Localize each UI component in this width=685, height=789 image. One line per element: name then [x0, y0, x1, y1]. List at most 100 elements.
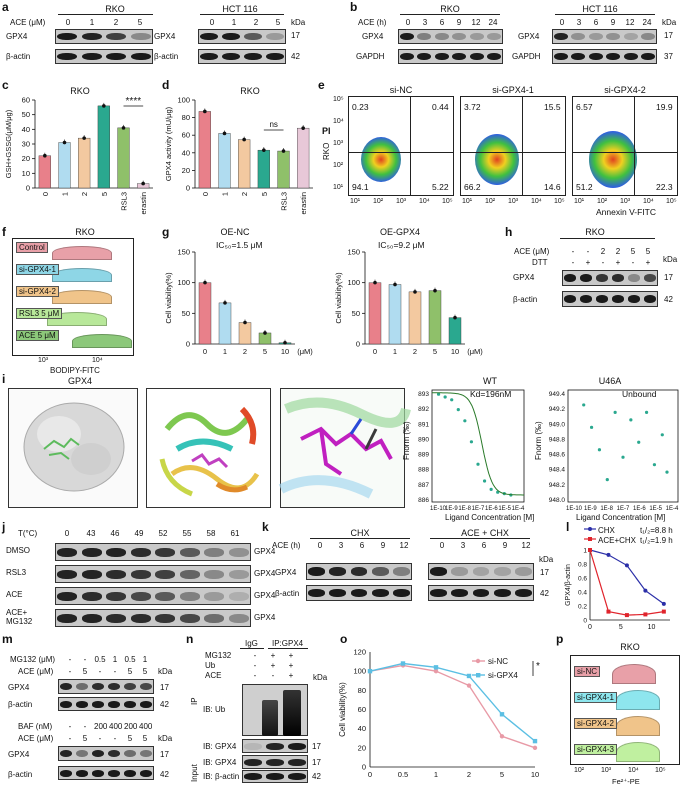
- point-i_mut-9: [652, 463, 657, 467]
- blot-b-rko-gapdh-band: [417, 52, 432, 61]
- legend-gpx-mark: [476, 673, 481, 678]
- x-tick-label: 2: [467, 770, 471, 779]
- x-tick-label: 10: [531, 770, 539, 779]
- h-dtt-val: +: [645, 258, 651, 267]
- blot-b-hct-gpx4-band: [571, 32, 586, 41]
- k-time: 6: [481, 541, 487, 550]
- h-dtt-val: -: [631, 258, 635, 267]
- panel-c-letter: c: [2, 78, 9, 92]
- p-hist-label: si-GPX4-3: [574, 744, 617, 755]
- panel-k-left-title: CHX: [350, 528, 370, 538]
- panel-l-letter: l: [566, 520, 570, 534]
- point-i_mut-4: [613, 410, 617, 414]
- panel-n-ib-gpx4-input: IB: GPX4: [203, 758, 237, 767]
- j-row-label: RSL3: [6, 568, 27, 577]
- m-ace-b: 5: [127, 734, 133, 743]
- x-tick-label: 2: [80, 192, 89, 196]
- blot-m-actin-b-band: [107, 769, 121, 777]
- blot-j-0-band: [155, 547, 176, 557]
- blot-j-1-band: [179, 569, 200, 579]
- panel-m-mw-42a: 42: [160, 700, 169, 709]
- panel-m-mw-17b: 17: [160, 750, 169, 759]
- p-hist-frame: [570, 655, 680, 765]
- p-hist-label: si-GPX4-1: [574, 692, 617, 703]
- y-tick-label: 0: [186, 340, 190, 349]
- flow-x-tick: 10¹: [574, 198, 585, 205]
- panel-i-mut-ylabel: Fnorm (‰): [534, 421, 543, 460]
- x-tick-label: 1E-10: [430, 506, 447, 512]
- blot-b-hct-gpx4-band: [553, 32, 568, 41]
- blot-k-ace-gpx4-band: [451, 567, 469, 576]
- panel-i-struct-title: GPX4: [67, 376, 92, 386]
- blot-b-rko-gapdh-band: [452, 52, 467, 61]
- y-tick-label: 50: [22, 110, 30, 119]
- blot-j-0-band: [57, 547, 78, 557]
- y-axis-label: Cell viability(%): [334, 272, 343, 324]
- x-tick-label: 1E-9: [584, 506, 597, 512]
- point-i_mut-11: [665, 470, 669, 474]
- panel-b-row-gapdh: GAPDH: [356, 52, 385, 61]
- panel-b-mw-17: 17: [664, 31, 673, 40]
- blot-m-gpx4-b-band: [91, 749, 105, 758]
- hist-label: si-GPX4-1: [16, 264, 59, 275]
- flow-cloud: [589, 131, 637, 188]
- blot-k-chx-actin-band: [329, 589, 347, 597]
- blot-b-hct-gapdh-band: [623, 52, 638, 61]
- k-time: 12: [521, 541, 531, 550]
- k-time: 9: [502, 541, 508, 550]
- h-ace-val: -: [571, 247, 575, 256]
- blot-a-rko-actin-band: [106, 52, 127, 61]
- blot-k-chx-actin-band: [392, 589, 410, 597]
- blot-j-0: [55, 543, 251, 561]
- y-tick-label: 150: [177, 248, 190, 257]
- y-tick-label: 890: [418, 436, 429, 443]
- y-tick-label: 30: [22, 140, 30, 149]
- blot-k-chx-actin-band: [350, 589, 368, 597]
- bar-g_right-3: [428, 290, 442, 345]
- blot-k-chx-gpx4-band: [329, 567, 347, 576]
- point-ACE+CHX-3: [643, 612, 648, 617]
- m-ace: 5: [142, 667, 148, 676]
- m-ace: 5: [82, 667, 88, 676]
- p-x-tick: 10²: [574, 767, 585, 774]
- hist-row-0: Control: [12, 240, 134, 260]
- blot-b-hct-gpx4-band: [623, 32, 638, 41]
- panel-m-mw-42b: 42: [160, 770, 169, 779]
- line-CHX: [589, 549, 665, 605]
- point-g_right-2: [413, 290, 417, 294]
- p-hist-peak: [616, 690, 660, 710]
- legend-ace-mark: [588, 537, 592, 541]
- x-tick-label: RSL3: [120, 192, 129, 211]
- blot-k-chx-gpx4-band: [371, 567, 389, 576]
- time-label: 0: [405, 18, 411, 27]
- blot-b-hct-gapdh-band: [588, 52, 603, 61]
- n-treat-val: +: [270, 661, 276, 670]
- blot-h-gpx4-band: [579, 274, 593, 282]
- j-row-label: ACE: [6, 590, 23, 599]
- m-baf: 400: [139, 722, 153, 731]
- flow-y-label: PI: [322, 126, 331, 136]
- time-label: 0: [559, 18, 565, 27]
- blot-m-gpx4-b-band: [107, 749, 121, 758]
- blot-j-1-band: [204, 569, 225, 579]
- bar-c-4: [117, 127, 130, 189]
- x-tick-label: erastin: [139, 192, 148, 215]
- hist-row-2: si-GPX4-2: [12, 284, 134, 304]
- y-axis-label: GPX4 activity (mU/μg): [164, 106, 173, 181]
- panel-a-row-actin: β-actin: [6, 52, 31, 61]
- blot-j-1-band: [130, 569, 151, 579]
- panel-b-kda: kDa: [662, 18, 677, 27]
- quadrant-ur: 19.9: [656, 102, 673, 112]
- time-label: 6: [593, 18, 599, 27]
- flow-x-tick: 10⁴: [531, 198, 542, 205]
- blot-h-actin-band: [611, 295, 625, 303]
- panel-b-right-title: HCT 116: [582, 4, 618, 14]
- panel-m-ace-label-2: ACE (μM): [18, 734, 54, 743]
- x-tick-label: 1E-5: [649, 506, 662, 512]
- blot-k-ace-actin-band: [430, 589, 448, 597]
- blot-h-gpx4-band: [643, 274, 657, 282]
- n-treat-val: -: [253, 651, 257, 660]
- sig-stars: ****: [126, 96, 142, 107]
- y-tick-label: 948.6: [549, 452, 566, 459]
- flow-x-tick: 10¹: [350, 198, 361, 205]
